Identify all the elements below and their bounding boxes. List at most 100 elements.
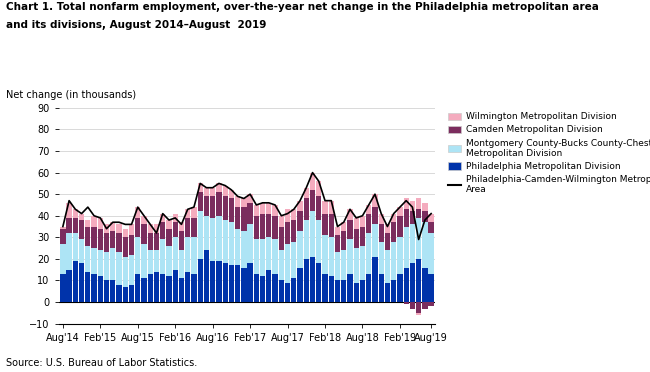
Bar [410, 211, 415, 224]
Bar [360, 216, 365, 227]
Bar [372, 194, 378, 207]
Bar [378, 224, 384, 242]
Bar [198, 183, 203, 192]
Bar [341, 222, 346, 231]
Bar [241, 199, 246, 207]
Bar [428, 222, 434, 233]
Bar [110, 248, 116, 280]
Bar [391, 242, 396, 280]
Bar [329, 201, 334, 214]
Bar [385, 250, 390, 283]
Bar [272, 274, 278, 302]
Bar [104, 280, 109, 302]
Bar [204, 196, 209, 216]
Bar [73, 233, 78, 261]
Bar [310, 257, 315, 302]
Bar [310, 173, 315, 190]
Bar [372, 207, 378, 224]
Bar [410, 263, 415, 302]
Bar [285, 222, 290, 244]
Bar [179, 231, 184, 250]
Text: Chart 1. Total nonfarm employment, over-the-year net change in the Philadelphia : Chart 1. Total nonfarm employment, over-… [6, 2, 599, 12]
Bar [204, 250, 209, 302]
Bar [216, 192, 222, 216]
Bar [316, 220, 322, 263]
Bar [235, 196, 240, 207]
Bar [160, 222, 165, 240]
Bar [391, 280, 396, 302]
Bar [141, 224, 147, 244]
Bar [104, 253, 109, 280]
Bar [310, 211, 315, 257]
Bar [185, 237, 190, 272]
Bar [148, 224, 153, 233]
Bar [354, 248, 359, 283]
Bar [322, 235, 328, 274]
Bar [304, 220, 309, 259]
Bar [229, 199, 234, 222]
Bar [110, 231, 116, 248]
Bar [123, 287, 128, 302]
Bar [73, 261, 78, 302]
Bar [85, 220, 90, 227]
Bar [322, 214, 328, 235]
Bar [422, 302, 428, 308]
Bar [123, 237, 128, 257]
Bar [322, 274, 328, 302]
Bar [66, 218, 72, 233]
Bar [428, 274, 434, 302]
Bar [66, 233, 72, 270]
Bar [335, 280, 340, 302]
Bar [148, 250, 153, 274]
Bar [354, 229, 359, 248]
Bar [360, 227, 365, 246]
Bar [191, 237, 196, 274]
Bar [154, 233, 159, 250]
Bar [347, 274, 353, 302]
Bar [291, 220, 296, 242]
Bar [79, 240, 84, 263]
Bar [222, 196, 227, 220]
Bar [135, 218, 140, 237]
Bar [191, 207, 196, 218]
Bar [166, 220, 172, 229]
Bar [285, 209, 290, 222]
Bar [329, 276, 334, 302]
Bar [254, 274, 259, 302]
Bar [154, 224, 159, 233]
Bar [191, 274, 196, 302]
Bar [135, 274, 140, 302]
Bar [266, 270, 272, 302]
Bar [229, 265, 234, 302]
Bar [160, 214, 165, 222]
Bar [404, 267, 409, 302]
Bar [129, 224, 134, 235]
Text: and its divisions, August 2014–August  2019: and its divisions, August 2014–August 20… [6, 20, 267, 31]
Bar [98, 229, 103, 250]
Bar [422, 203, 428, 211]
Bar [272, 205, 278, 216]
Bar [272, 216, 278, 240]
Bar [360, 280, 365, 302]
Bar [179, 250, 184, 278]
Bar [416, 199, 421, 209]
Bar [104, 224, 109, 233]
Bar [416, 302, 421, 313]
Bar [179, 278, 184, 302]
Bar [129, 285, 134, 302]
Bar [260, 214, 265, 240]
Bar [79, 214, 84, 220]
Bar [73, 218, 78, 233]
Bar [222, 186, 227, 196]
Bar [172, 214, 178, 222]
Bar [191, 218, 196, 237]
Bar [366, 274, 371, 302]
Bar [66, 270, 72, 302]
Bar [310, 190, 315, 211]
Bar [416, 259, 421, 302]
Bar [210, 188, 215, 196]
Bar [216, 261, 222, 302]
Bar [98, 250, 103, 276]
Bar [241, 267, 246, 302]
Bar [316, 181, 322, 196]
